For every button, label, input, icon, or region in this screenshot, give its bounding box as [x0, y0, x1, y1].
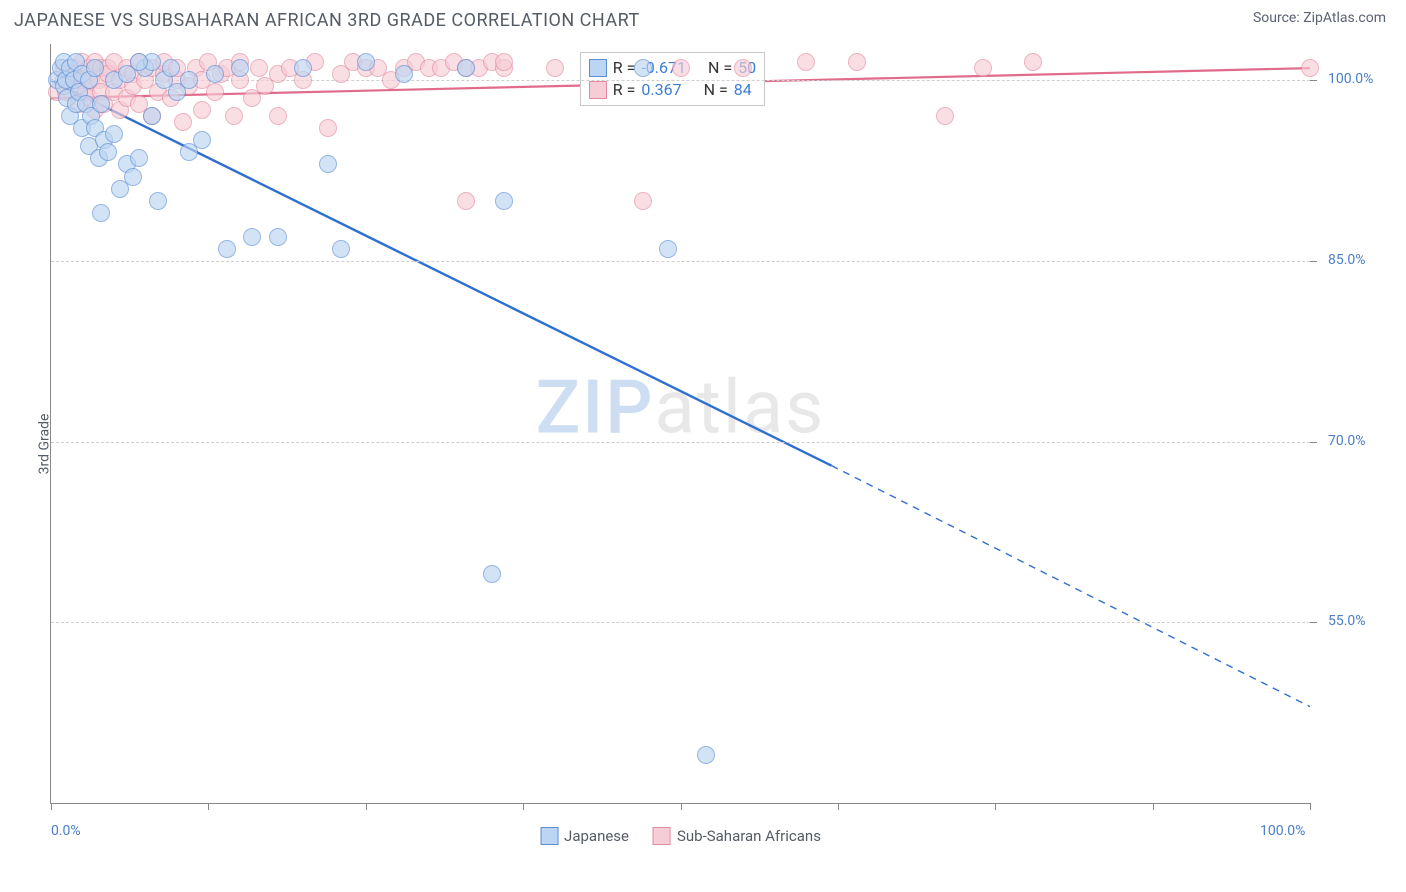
scatter-point [130, 149, 148, 167]
regression-line-extrapolated [832, 466, 1310, 707]
scatter-point [734, 59, 752, 77]
scatter-point [174, 113, 192, 131]
scatter-point [457, 59, 475, 77]
scatter-point [672, 59, 690, 77]
x-tick-mark [995, 803, 996, 810]
scatter-point [162, 59, 180, 77]
n-value: 84 [734, 79, 752, 101]
scatter-point [1024, 53, 1042, 71]
scatter-point [180, 143, 198, 161]
y-tick-mark [1310, 622, 1317, 623]
scatter-point [269, 107, 287, 125]
legend-swatch [589, 59, 607, 77]
legend-swatch [589, 81, 607, 99]
y-tick-mark [1310, 80, 1317, 81]
stats-legend-row: R = 0.367 N = 84 [589, 79, 756, 101]
scatter-point [936, 107, 954, 125]
y-tick-mark [1310, 442, 1317, 443]
x-tick-label: 0.0% [51, 823, 81, 839]
scatter-point [495, 192, 513, 210]
scatter-point [231, 59, 249, 77]
scatter-point [92, 95, 110, 113]
x-tick-mark [1310, 803, 1311, 810]
n-label: N = [708, 57, 732, 79]
x-tick-mark [1153, 803, 1154, 810]
scatter-point [86, 59, 104, 77]
scatter-point [92, 204, 110, 222]
y-tick-label: 85.0% [1328, 252, 1366, 268]
gridline [51, 261, 1310, 262]
gridline [51, 442, 1310, 443]
n-label: N = [704, 79, 728, 101]
scatter-point [218, 240, 236, 258]
y-tick-mark [1310, 261, 1317, 262]
x-tick-mark [366, 803, 367, 810]
x-tick-mark [51, 803, 52, 810]
legend-label: Sub-Saharan Africans [677, 827, 821, 845]
y-tick-label: 100.0% [1328, 71, 1373, 87]
scatter-point [546, 59, 564, 77]
scatter-point [149, 192, 167, 210]
regression-lines-layer [51, 44, 1310, 803]
r-value: 0.367 [641, 79, 681, 101]
scatter-point [697, 746, 715, 764]
scatter-point [797, 53, 815, 71]
scatter-point [143, 107, 161, 125]
chart-container: 3rd Grade ZIPatlas R = -0.671N = 50R = 0… [14, 44, 1392, 844]
chart-header: JAPANESE VS SUBSAHARAN AFRICAN 3RD GRADE… [0, 0, 1406, 35]
gridline [51, 622, 1310, 623]
scatter-point [130, 53, 148, 71]
scatter-point [457, 192, 475, 210]
scatter-point [124, 168, 142, 186]
scatter-point [99, 143, 117, 161]
scatter-point [395, 65, 413, 83]
legend-item: Japanese [540, 827, 629, 845]
scatter-point [634, 192, 652, 210]
y-tick-label: 70.0% [1328, 433, 1366, 449]
y-tick-label: 55.0% [1328, 613, 1366, 629]
scatter-point [974, 59, 992, 77]
scatter-point [848, 53, 866, 71]
x-tick-mark [208, 803, 209, 810]
scatter-point [269, 228, 287, 246]
chart-source: Source: ZipAtlas.com [1253, 10, 1386, 26]
series-legend: Japanese Sub-Saharan Africans [540, 827, 821, 845]
scatter-point [357, 53, 375, 71]
scatter-point [495, 53, 513, 71]
scatter-point [319, 155, 337, 173]
x-tick-mark [838, 803, 839, 810]
legend-item: Sub-Saharan Africans [653, 827, 821, 845]
scatter-point [225, 107, 243, 125]
scatter-point [206, 65, 224, 83]
x-tick-label: 100.0% [1260, 823, 1305, 839]
regression-line [51, 80, 832, 466]
legend-label: Japanese [564, 827, 629, 845]
r-label: R = [613, 79, 636, 101]
scatter-point [206, 83, 224, 101]
r-label: R = [613, 57, 636, 79]
scatter-point [659, 240, 677, 258]
scatter-point [250, 59, 268, 77]
chart-title: JAPANESE VS SUBSAHARAN AFRICAN 3RD GRADE… [14, 10, 640, 31]
scatter-point [180, 71, 198, 89]
scatter-point [634, 59, 652, 77]
x-tick-mark [523, 803, 524, 810]
scatter-point [319, 119, 337, 137]
plot-area: ZIPatlas R = -0.671N = 50R = 0.367N = 84… [50, 44, 1310, 804]
scatter-point [105, 125, 123, 143]
scatter-point [332, 240, 350, 258]
scatter-point [193, 101, 211, 119]
scatter-point [1301, 59, 1319, 77]
scatter-point [483, 565, 501, 583]
scatter-point [243, 228, 261, 246]
scatter-point [294, 59, 312, 77]
legend-swatch [540, 827, 558, 845]
legend-swatch [653, 827, 671, 845]
x-tick-mark [681, 803, 682, 810]
